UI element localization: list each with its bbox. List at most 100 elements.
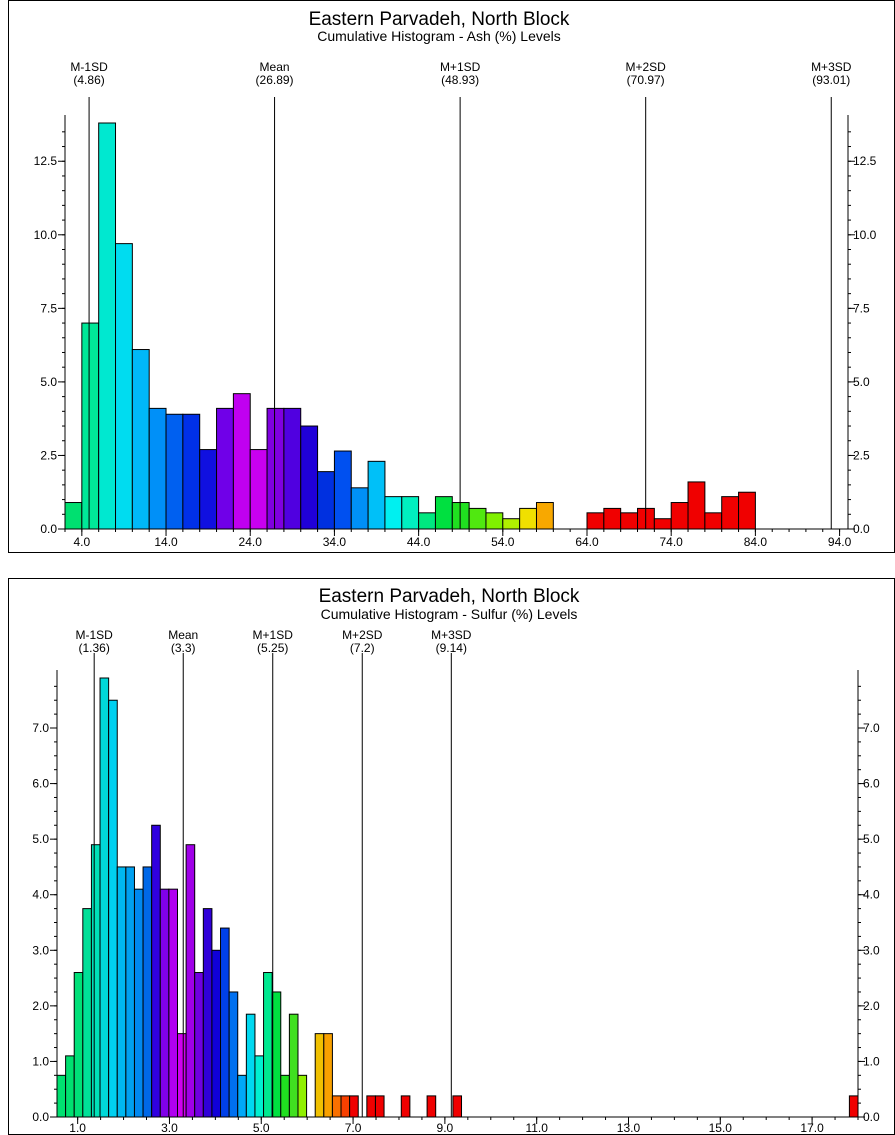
- histogram-bar: [288, 1013, 299, 1118]
- reference-line-value: (5.25): [257, 641, 288, 655]
- reference-line-value: (7.2): [350, 641, 375, 655]
- histogram-bar: [98, 122, 117, 530]
- histogram-bar: [400, 1095, 411, 1118]
- histogram-bar: [653, 518, 672, 530]
- reference-line-value: (70.97): [627, 73, 665, 87]
- reference-line-value: (48.93): [441, 73, 479, 87]
- x-tick-label: 14.0: [154, 535, 178, 549]
- x-tick-label: 17.0: [800, 1121, 824, 1134]
- x-tick-label: 9.0: [437, 1121, 454, 1134]
- chart-title: Eastern Parvadeh, North Block: [309, 9, 570, 30]
- reference-line-value: (1.36): [79, 641, 110, 655]
- histogram-bar: [374, 1095, 385, 1118]
- histogram-bar: [340, 1095, 351, 1118]
- histogram-bar: [452, 1095, 463, 1118]
- histogram-bar: [331, 1095, 342, 1118]
- histogram-bar: [426, 1095, 437, 1118]
- histogram-bar: [485, 512, 504, 530]
- histogram-bar: [165, 413, 184, 530]
- histogram-bar: [323, 1033, 333, 1118]
- histogram-bar: [314, 1033, 325, 1118]
- histogram-bar: [133, 888, 144, 1118]
- histogram-bar: [73, 972, 84, 1118]
- y-tick-label-right: 0.0: [863, 1110, 880, 1124]
- chart-title: Eastern Parvadeh, North Block: [319, 586, 580, 607]
- histogram-bar: [232, 393, 251, 530]
- histogram-bar: [263, 972, 273, 1118]
- y-tick-label-right: 10.0: [853, 228, 877, 242]
- histogram-bar: [266, 407, 285, 530]
- reference-line-name: M+2SD: [626, 60, 667, 74]
- histogram-bar: [603, 507, 622, 530]
- reference-line-name: M-1SD: [70, 60, 108, 74]
- histogram-bar: [82, 908, 92, 1118]
- histogram-bar: [434, 496, 453, 530]
- histogram-bar: [502, 518, 521, 530]
- y-tick-label-right: 12.5: [853, 154, 877, 168]
- reference-line-value: (9.14): [436, 641, 467, 655]
- histogram-bar: [687, 481, 706, 530]
- histogram-bar: [333, 450, 352, 530]
- reference-line-name: M+1SD: [440, 60, 481, 74]
- histogram-bar: [90, 844, 101, 1118]
- y-tick-label-right: 2.0: [863, 999, 880, 1013]
- histogram-bar: [721, 496, 740, 530]
- ash-histogram-chart: Eastern Parvadeh, North Block Cumulative…: [34, 9, 877, 549]
- x-tick-label: 94.0: [828, 535, 852, 549]
- chart-subtitle: Cumulative Histogram - Sulfur (%) Levels: [321, 606, 578, 622]
- histogram-bar: [176, 1033, 187, 1118]
- histogram-bar: [108, 699, 118, 1118]
- reference-line-name: M+3SD: [811, 60, 852, 74]
- histogram-bar: [249, 449, 268, 530]
- reference-line-value: (93.01): [812, 73, 850, 87]
- x-tick-label: 64.0: [575, 535, 599, 549]
- y-tick-label-left: 6.0: [32, 777, 49, 791]
- histogram-bar: [349, 1095, 359, 1118]
- y-tick-label-right: 6.0: [863, 777, 880, 791]
- y-tick-label-left: 7.0: [32, 721, 49, 735]
- histogram-bar: [384, 496, 403, 530]
- y-tick-label-right: 5.0: [853, 375, 870, 389]
- histogram-bar: [280, 1074, 290, 1118]
- y-tick-label-left: 0.0: [32, 1110, 49, 1124]
- y-tick-label-left: 0.0: [40, 522, 57, 536]
- y-tick-label-right: 2.5: [853, 448, 870, 462]
- chart-marks: 0.0 0.0 2.5 2.5 5.0 5.0 7.5 7.5 10.0 10.0 12.5 12.5…: [34, 60, 877, 549]
- histogram-bar: [168, 888, 178, 1118]
- histogram-bar: [116, 866, 127, 1118]
- histogram-bar: [185, 844, 196, 1118]
- histogram-bar: [317, 471, 335, 530]
- histogram-bar: [245, 1013, 256, 1118]
- ash-histogram-panel: Eastern Parvadeh, North Block Cumulative…: [8, 0, 895, 553]
- reference-line-name: Mean: [168, 628, 198, 642]
- histogram-bar: [366, 1095, 376, 1118]
- reference-line-value: (3.3): [171, 641, 196, 655]
- y-tick-label-right: 1.0: [863, 1054, 880, 1068]
- y-tick-label-right: 5.0: [863, 832, 880, 846]
- histogram-bar: [535, 502, 554, 530]
- reference-line-name: M-1SD: [76, 628, 114, 642]
- histogram-bar: [99, 677, 110, 1118]
- x-tick-label: 13.0: [617, 1121, 641, 1134]
- histogram-bar: [115, 243, 133, 530]
- x-tick-label: 1.0: [69, 1121, 86, 1134]
- reference-line-name: M+2SD: [342, 628, 383, 642]
- histogram-bar: [159, 888, 170, 1118]
- y-tick-label-right: 7.0: [863, 721, 880, 735]
- histogram-bar: [131, 349, 150, 530]
- histogram-bar: [519, 507, 537, 530]
- x-tick-label: 4.0: [73, 535, 90, 549]
- y-tick-label-left: 5.0: [32, 832, 49, 846]
- histogram-bar: [237, 1074, 247, 1118]
- y-tick-label-right: 0.0: [853, 522, 870, 536]
- histogram-bar: [220, 927, 230, 1118]
- reference-line-name: Mean: [260, 60, 290, 74]
- y-tick-label-left: 10.0: [34, 228, 58, 242]
- histogram-bar: [297, 1074, 308, 1118]
- y-tick-label-left: 1.0: [32, 1054, 49, 1068]
- histogram-bar: [350, 487, 369, 530]
- y-tick-label-left: 12.5: [34, 154, 58, 168]
- x-tick-label: 54.0: [491, 535, 515, 549]
- histogram-bar: [738, 491, 756, 530]
- histogram-bar: [142, 866, 153, 1118]
